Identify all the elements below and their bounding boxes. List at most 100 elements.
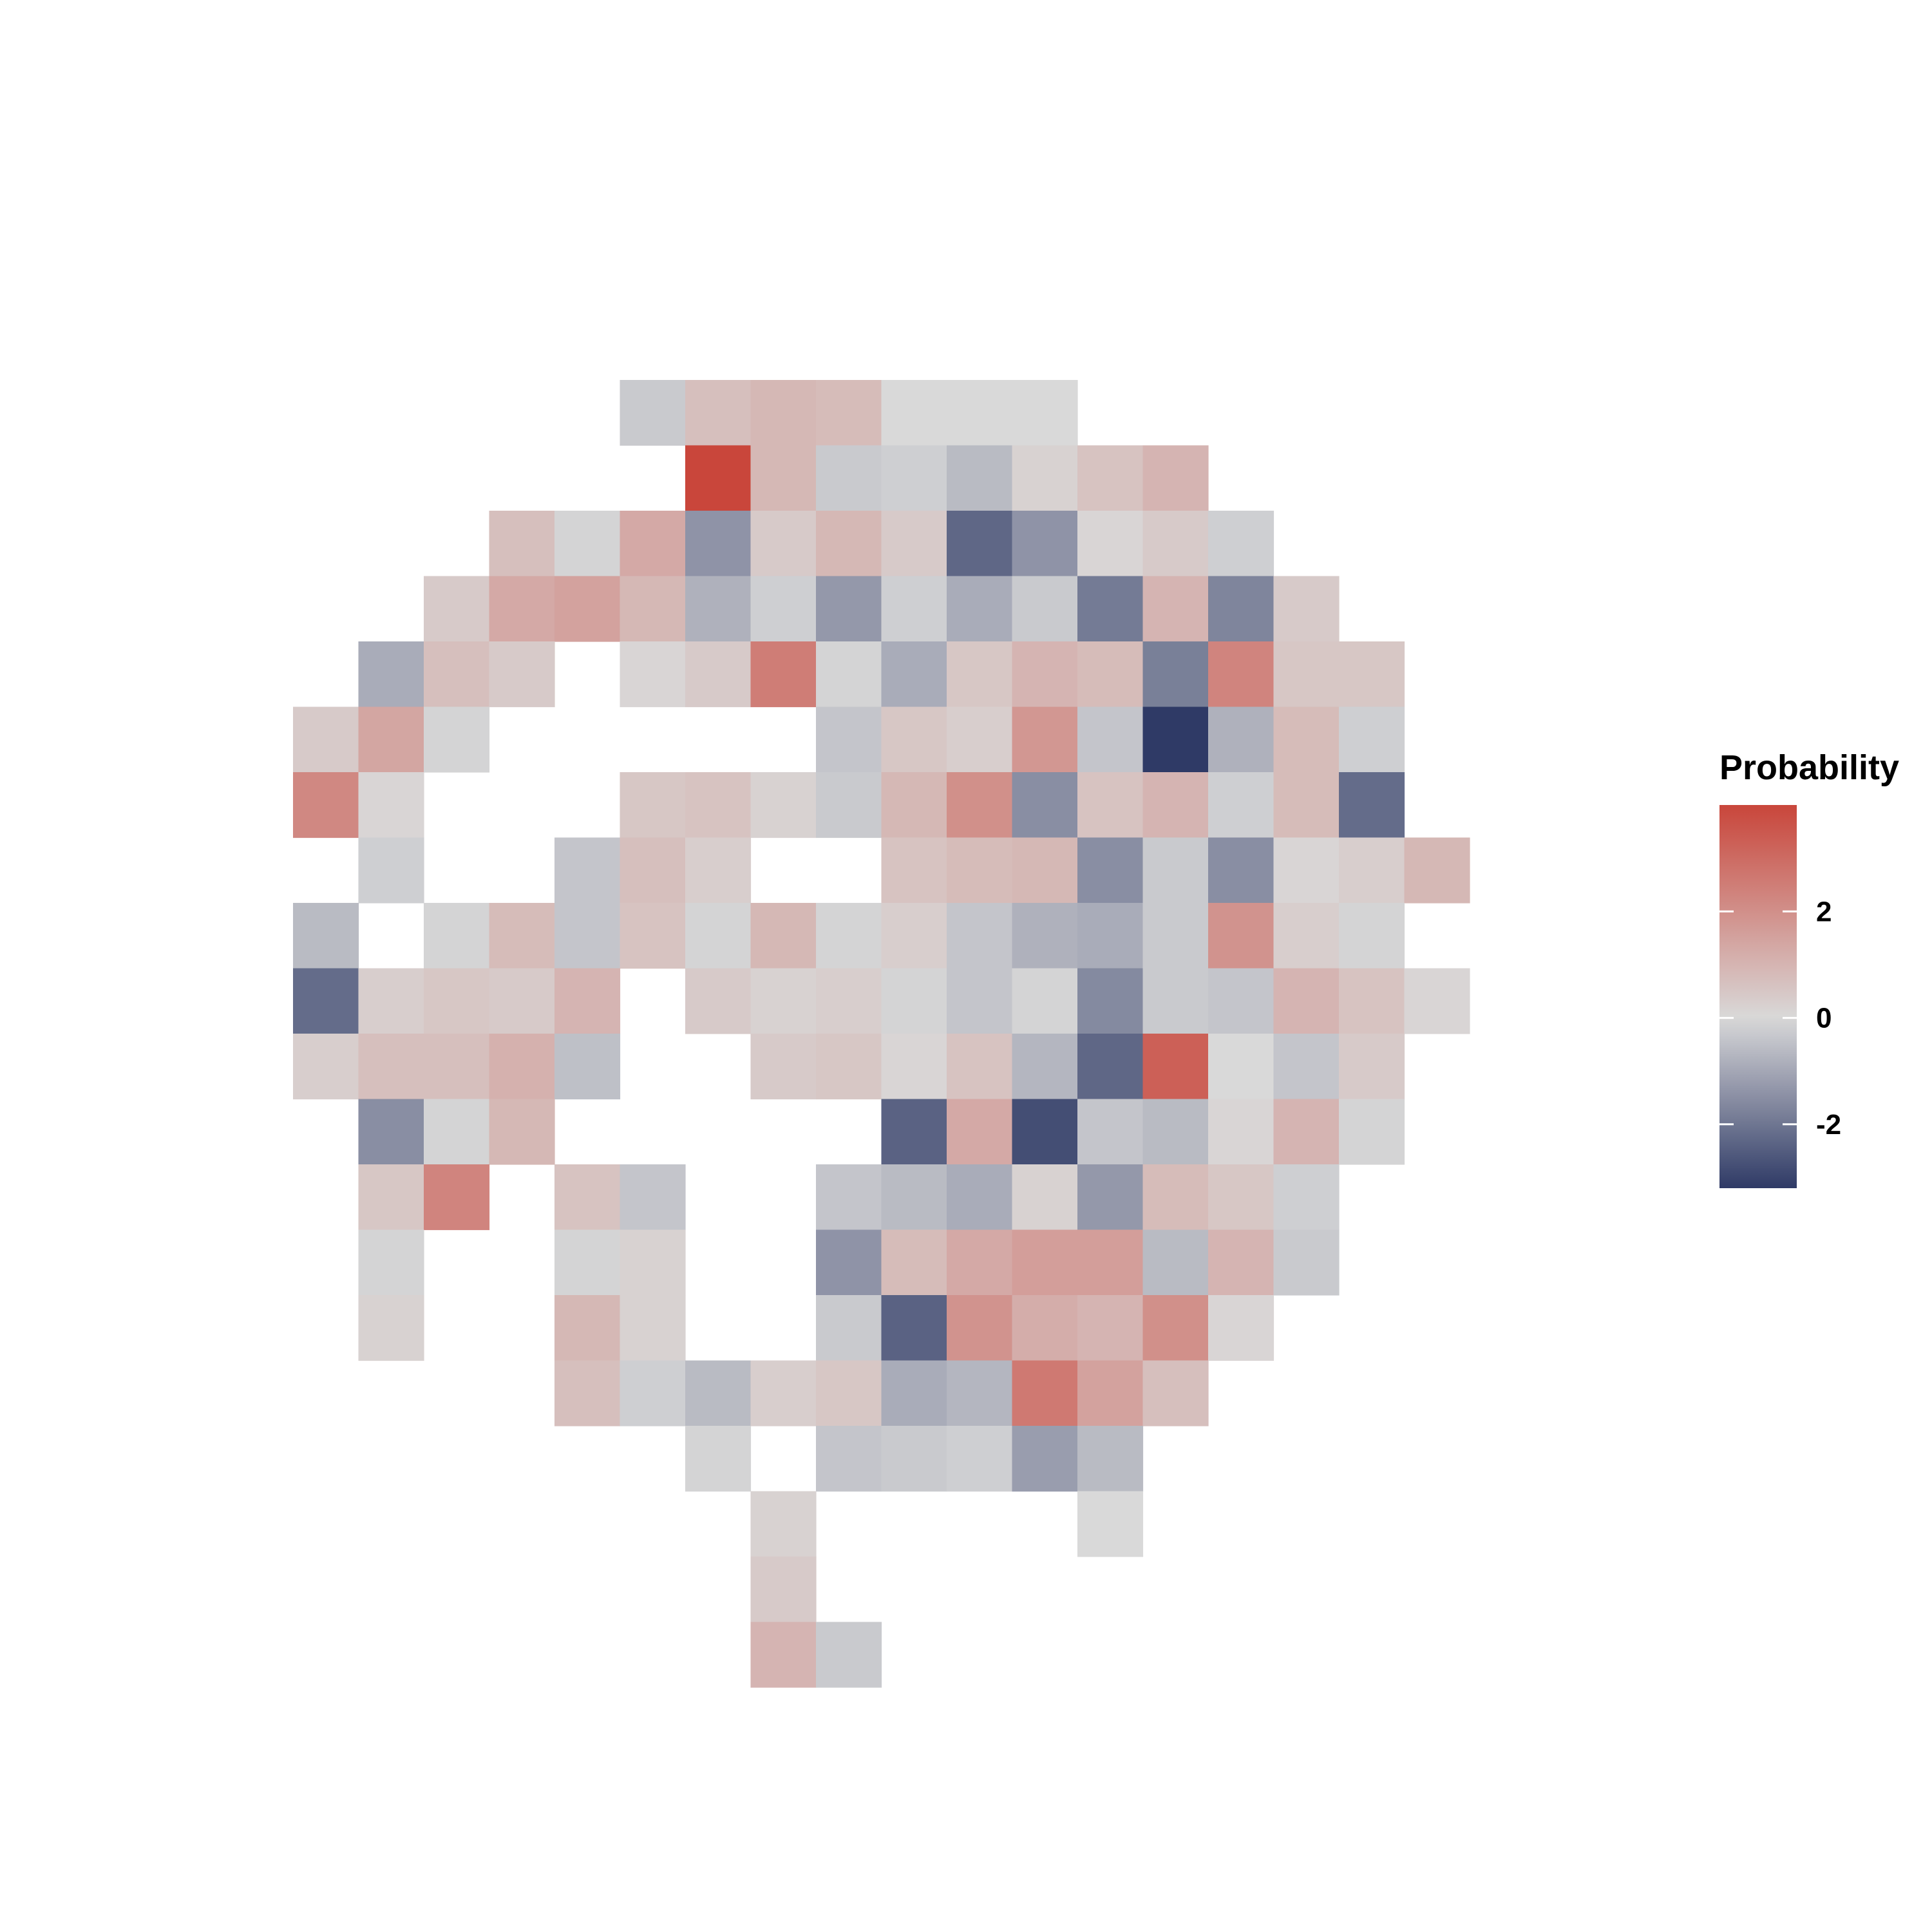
heatmap-cell xyxy=(947,511,1013,577)
heatmap-cell xyxy=(1012,772,1078,838)
heatmap-cell xyxy=(1012,1229,1078,1296)
heatmap-cell xyxy=(554,1360,621,1426)
heatmap-cell xyxy=(947,641,1013,708)
heatmap-cell xyxy=(1273,837,1340,904)
heatmap-cells xyxy=(293,380,1470,1688)
heatmap-cell xyxy=(293,706,359,773)
heatmap-cell xyxy=(620,1164,686,1231)
heatmap-cell xyxy=(816,903,882,969)
heatmap-cell xyxy=(1339,1099,1405,1165)
heatmap-cell xyxy=(881,1360,947,1426)
heatmap-cell xyxy=(1077,576,1144,642)
heatmap-cell xyxy=(1012,576,1078,642)
heatmap-cell xyxy=(489,511,555,577)
heatmap-cell xyxy=(424,641,490,708)
heatmap-cell xyxy=(816,641,882,708)
heatmap-cell xyxy=(881,772,947,838)
heatmap-cell xyxy=(816,380,882,446)
heatmap-cell xyxy=(1142,1229,1209,1296)
heatmap-cell xyxy=(1208,511,1274,577)
heatmap-cell xyxy=(1142,706,1209,773)
heatmap-cell xyxy=(750,968,817,1034)
heatmap-cell xyxy=(881,1099,947,1165)
heatmap-cell xyxy=(1273,1164,1340,1231)
heatmap-cell xyxy=(685,380,752,446)
heatmap-cell xyxy=(1208,706,1274,773)
heatmap-cell xyxy=(881,1229,947,1296)
heatmap-cell xyxy=(1142,1164,1209,1231)
heatmap-cell xyxy=(816,1622,882,1688)
heatmap-cell xyxy=(489,576,555,642)
heatmap-cell xyxy=(750,576,817,642)
heatmap-cell xyxy=(293,968,359,1034)
heatmap-cell xyxy=(1012,445,1078,511)
heatmap-cell xyxy=(685,772,752,838)
heatmap-cell xyxy=(1208,772,1274,838)
heatmap-cell xyxy=(1273,641,1340,708)
heatmap-cell xyxy=(685,1426,752,1492)
heatmap-cell xyxy=(947,837,1013,904)
heatmap-cell xyxy=(620,1360,686,1426)
heatmap-cell xyxy=(620,511,686,577)
legend-tick-label: 2 xyxy=(1816,896,1832,927)
heatmap-cell xyxy=(1012,1426,1078,1492)
legend-ticks: 2 0 -2 xyxy=(1719,896,1841,1141)
heatmap-cell xyxy=(1142,1034,1209,1100)
heatmap-cell xyxy=(358,1164,424,1231)
heatmap-cell xyxy=(750,1622,817,1688)
heatmap-cell xyxy=(750,772,817,838)
heatmap-cell xyxy=(1012,1295,1078,1361)
heatmap-cell xyxy=(881,903,947,969)
heatmap-cell xyxy=(358,968,424,1034)
heatmap-cell xyxy=(1339,706,1405,773)
heatmap-cell xyxy=(1012,1164,1078,1231)
heatmap-cell xyxy=(1339,903,1405,969)
legend-tick-label: 0 xyxy=(1816,1003,1832,1034)
heatmap-cell xyxy=(1142,1099,1209,1165)
heatmap-cell xyxy=(1012,968,1078,1034)
heatmap-cell xyxy=(554,1164,621,1231)
heatmap-cell xyxy=(1208,1229,1274,1296)
heatmap-cell xyxy=(881,706,947,773)
heatmap-cell xyxy=(1077,1491,1144,1557)
heatmap-cell xyxy=(1273,1229,1340,1296)
heatmap-cell xyxy=(947,576,1013,642)
heatmap-cell xyxy=(1208,1034,1274,1100)
heatmap-cell xyxy=(750,511,817,577)
heatmap-cell xyxy=(1142,772,1209,838)
heatmap-cell xyxy=(881,1164,947,1231)
heatmap-cell xyxy=(1077,837,1144,904)
heatmap-cell xyxy=(816,511,882,577)
heatmap-cell xyxy=(554,903,621,969)
heatmap-cell xyxy=(750,1034,817,1100)
heatmap-cell xyxy=(358,772,424,838)
heatmap-cell xyxy=(947,903,1013,969)
heatmap-cell xyxy=(424,903,490,969)
heatmap-cell xyxy=(1077,1426,1144,1492)
heatmap-cell xyxy=(750,1360,817,1426)
heatmap-cell xyxy=(1208,837,1274,904)
heatmap-cell xyxy=(1273,706,1340,773)
heatmap-cell xyxy=(881,968,947,1034)
heatmap-cell xyxy=(947,1426,1013,1492)
legend-title: Probability xyxy=(1719,748,1899,787)
heatmap-cell xyxy=(1273,1034,1340,1100)
heatmap-cell xyxy=(1077,706,1144,773)
heatmap-cell xyxy=(816,1229,882,1296)
heatmap-cell xyxy=(620,1295,686,1361)
heatmap-cell xyxy=(881,1426,947,1492)
heatmap-cell xyxy=(750,1491,817,1557)
heatmap-cell xyxy=(947,1034,1013,1100)
heatmap-cell xyxy=(358,1295,424,1361)
heatmap-cell xyxy=(947,1360,1013,1426)
heatmap-cell xyxy=(293,903,359,969)
heatmap-cell xyxy=(685,903,752,969)
heatmap-cell xyxy=(1077,641,1144,708)
heatmap-cell xyxy=(424,1099,490,1165)
heatmap-cell xyxy=(358,1034,424,1100)
heatmap-cell xyxy=(947,772,1013,838)
heatmap-cell xyxy=(620,576,686,642)
heatmap-cell xyxy=(1012,511,1078,577)
heatmap-cell xyxy=(1339,968,1405,1034)
